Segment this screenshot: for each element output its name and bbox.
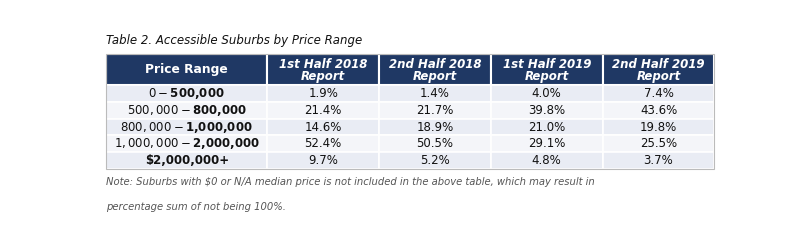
Text: $800,000-$1,000,000: $800,000-$1,000,000 (120, 120, 253, 134)
Text: $2,000,000+: $2,000,000+ (145, 154, 229, 167)
Text: 9.7%: 9.7% (308, 154, 338, 167)
Bar (491, 119, 602, 135)
Text: 5.2%: 5.2% (420, 154, 450, 167)
Bar (379, 54, 491, 85)
Text: 29.1%: 29.1% (528, 137, 566, 150)
Bar (106, 119, 267, 135)
Bar (106, 135, 267, 152)
Bar (491, 54, 602, 85)
Text: 18.9%: 18.9% (416, 120, 454, 134)
Bar (106, 54, 714, 169)
Text: 21.0%: 21.0% (528, 120, 566, 134)
Text: $1,000,000-$2,000,000: $1,000,000-$2,000,000 (114, 136, 260, 151)
Text: 25.5%: 25.5% (640, 137, 677, 150)
Bar (379, 85, 491, 102)
Bar (379, 119, 491, 135)
Bar (602, 85, 714, 102)
Text: 39.8%: 39.8% (528, 104, 566, 117)
Text: 4.8%: 4.8% (532, 154, 562, 167)
Text: 1.9%: 1.9% (308, 87, 338, 100)
Bar (602, 152, 714, 169)
Bar (106, 85, 267, 102)
Text: 7.4%: 7.4% (643, 87, 674, 100)
Text: Report: Report (525, 70, 569, 83)
Bar (267, 102, 379, 119)
Text: $500,000-$800,000: $500,000-$800,000 (126, 103, 246, 118)
Text: 1.4%: 1.4% (420, 87, 450, 100)
Bar (267, 54, 379, 85)
Text: Report: Report (301, 70, 346, 83)
Text: 2nd Half 2019: 2nd Half 2019 (612, 58, 705, 71)
Text: 3.7%: 3.7% (644, 154, 674, 167)
Bar (379, 152, 491, 169)
Bar (379, 135, 491, 152)
Text: Report: Report (636, 70, 681, 83)
Text: 21.4%: 21.4% (305, 104, 342, 117)
Text: Note: Suburbs with $0 or N/A median price is not included in the above table, wh: Note: Suburbs with $0 or N/A median pric… (106, 177, 595, 187)
Bar (491, 135, 602, 152)
Text: 1st Half 2019: 1st Half 2019 (502, 58, 591, 71)
Bar (267, 135, 379, 152)
Bar (106, 102, 267, 119)
Text: 19.8%: 19.8% (640, 120, 677, 134)
Bar (602, 54, 714, 85)
Bar (106, 54, 267, 85)
Text: 14.6%: 14.6% (305, 120, 342, 134)
Text: 52.4%: 52.4% (305, 137, 342, 150)
Bar (491, 85, 602, 102)
Bar (491, 152, 602, 169)
Bar (602, 135, 714, 152)
Text: 50.5%: 50.5% (417, 137, 454, 150)
Text: 43.6%: 43.6% (640, 104, 677, 117)
Text: $0-$500,000: $0-$500,000 (148, 86, 225, 101)
Text: 4.0%: 4.0% (532, 87, 562, 100)
Text: 1st Half 2018: 1st Half 2018 (279, 58, 367, 71)
Bar (267, 85, 379, 102)
Text: percentage sum of not being 100%.: percentage sum of not being 100%. (106, 202, 286, 212)
Bar (602, 102, 714, 119)
Bar (602, 119, 714, 135)
Text: 21.7%: 21.7% (416, 104, 454, 117)
Text: 2nd Half 2018: 2nd Half 2018 (389, 58, 481, 71)
Text: Table 2. Accessible Suburbs by Price Range: Table 2. Accessible Suburbs by Price Ran… (106, 33, 362, 47)
Text: Report: Report (413, 70, 457, 83)
Text: Price Range: Price Range (146, 63, 228, 76)
Bar (491, 102, 602, 119)
Bar (267, 119, 379, 135)
Bar (379, 102, 491, 119)
Bar (267, 152, 379, 169)
Bar (106, 152, 267, 169)
